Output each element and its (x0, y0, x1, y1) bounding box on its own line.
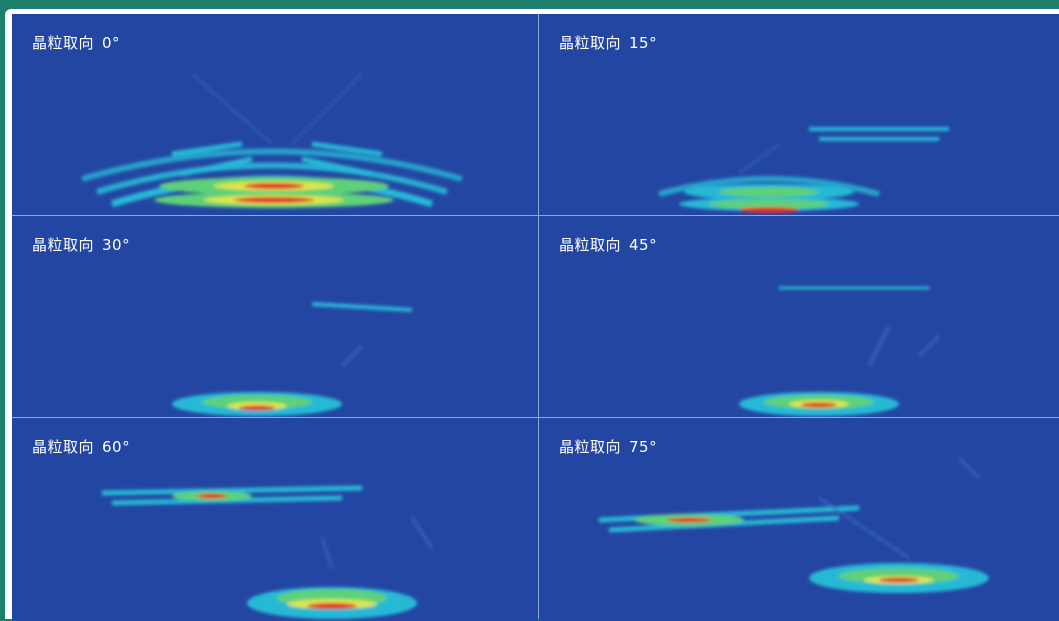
panel-orientation-15: 晶粒取向 15° (539, 14, 1059, 215)
panel-label-60: 晶粒取向 60° (32, 436, 130, 457)
panel-label-75: 晶粒取向 75° (559, 436, 657, 457)
panel-title: 晶粒取向 (559, 236, 622, 254)
panel-angle: 30° (102, 236, 131, 254)
wavefield-image-15 (658, 127, 949, 213)
panel-orientation-75: 晶粒取向 75° (539, 418, 1059, 621)
panel-orientation-0: 晶粒取向 0° (12, 14, 538, 215)
wavefield-image-0 (81, 73, 463, 208)
panel-label-15: 晶粒取向 15° (559, 32, 657, 53)
panel-angle: 60° (102, 438, 131, 456)
panel-angle: 75° (629, 438, 658, 456)
panel-orientation-45: 晶粒取向 45° (539, 216, 1059, 417)
panel-label-30: 晶粒取向 30° (32, 234, 130, 255)
panel-label-45: 晶粒取向 45° (559, 234, 657, 255)
wavefield-image-75 (598, 456, 989, 593)
panel-orientation-30: 晶粒取向 30° (12, 216, 538, 417)
panel-title: 晶粒取向 (559, 438, 622, 456)
panel-angle: 0° (102, 34, 121, 52)
orientation-panels-grid: 晶粒取向 0° 晶粒取向 15° (12, 14, 1059, 621)
panel-angle: 45° (629, 236, 658, 254)
wavefield-image-60 (101, 485, 434, 619)
panel-orientation-60: 晶粒取向 60° (12, 418, 538, 621)
panel-label-0: 晶粒取向 0° (32, 32, 120, 53)
panel-title: 晶粒取向 (559, 34, 622, 52)
panel-title: 晶粒取向 (32, 34, 95, 52)
panel-title: 晶粒取向 (32, 438, 95, 456)
wavefield-image-30 (172, 302, 413, 416)
wavefield-image-45 (739, 286, 941, 416)
panel-title: 晶粒取向 (32, 236, 95, 254)
panel-angle: 15° (629, 34, 658, 52)
